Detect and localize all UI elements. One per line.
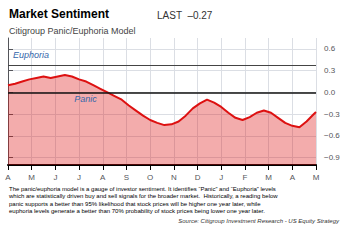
svg-text:A: A (5, 173, 11, 182)
svg-text:N: N (171, 173, 177, 182)
svg-text:LAST –0.27: LAST –0.27 (157, 10, 213, 21)
svg-text:Market Sentiment: Market Sentiment (9, 7, 109, 21)
svg-text:Euphoria: Euphoria (13, 50, 49, 60)
svg-text:Panic: Panic (74, 94, 97, 104)
svg-text:J: J (77, 173, 81, 182)
svg-text:0.0: 0.0 (324, 88, 336, 97)
svg-text:M: M (313, 173, 320, 182)
svg-text:−0.3: −0.3 (324, 110, 340, 119)
svg-text:0.3: 0.3 (324, 66, 336, 75)
svg-text:Citigroup Panic/Euphoria Model: Citigroup Panic/Euphoria Model (9, 26, 136, 36)
svg-text:M: M (28, 173, 35, 182)
svg-text:J: J (219, 173, 223, 182)
svg-text:euphoria levels generate a bet: euphoria levels generate a better than 7… (9, 208, 265, 214)
svg-text:F: F (242, 173, 247, 182)
svg-text:panic supports a better than 9: panic supports a better than 95% likelih… (9, 201, 261, 207)
svg-text:which are statistically driven: which are statistically driven buy and s… (8, 193, 278, 199)
svg-text:Source: Citigroup Investment R: Source: Citigroup Investment Research - … (178, 218, 340, 224)
svg-text:The panic/euphoria model is a: The panic/euphoria model is a gauge of i… (9, 186, 276, 192)
svg-text:−0.6: −0.6 (324, 131, 340, 140)
svg-text:A: A (290, 173, 296, 182)
svg-text:D: D (195, 173, 201, 182)
svg-text:J: J (53, 173, 57, 182)
svg-text:0.6: 0.6 (324, 44, 336, 53)
svg-text:A: A (100, 173, 106, 182)
svg-text:S: S (124, 173, 129, 182)
svg-text:M: M (265, 173, 272, 182)
svg-text:O: O (147, 173, 153, 182)
svg-text:−0.9: −0.9 (324, 153, 340, 162)
